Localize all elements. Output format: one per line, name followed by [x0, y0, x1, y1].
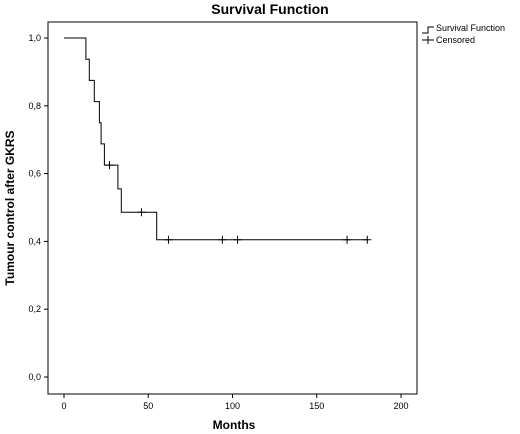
x-tick-label: 150 — [309, 401, 324, 411]
y-tick-label: 0,8 — [28, 101, 41, 111]
y-axis: 0,0 0,2 0,4 0,6 0,8 1,0 — [28, 33, 48, 382]
censored-marker — [218, 235, 227, 244]
x-tick-label: 50 — [143, 401, 153, 411]
x-tick-label: 0 — [61, 401, 66, 411]
y-tick-label: 1,0 — [28, 33, 41, 43]
y-tick-label: 0,6 — [28, 169, 41, 179]
x-axis-label: Months — [213, 418, 256, 432]
legend-label-survival-function: Survival Function — [436, 23, 505, 33]
y-tick-label: 0,2 — [28, 304, 41, 314]
censored-marker — [164, 235, 173, 244]
plot-area — [47, 21, 418, 395]
censored-marker — [233, 235, 242, 244]
x-tick-label: 200 — [393, 401, 408, 411]
x-axis: 0 50 100 150 200 — [61, 394, 409, 411]
censored-marker — [343, 235, 352, 244]
y-tick-label: 0,4 — [28, 236, 41, 246]
legend-step-symbol — [422, 26, 434, 34]
legend: Survival Function Censored — [422, 23, 505, 45]
legend-label-censored: Censored — [436, 35, 475, 45]
censored-marker — [137, 208, 146, 217]
legend-plus-symbol — [422, 36, 434, 44]
y-tick-label: 0,0 — [28, 372, 41, 382]
censored-marker — [363, 235, 372, 244]
survival-function-line — [64, 37, 368, 241]
x-tick-label: 100 — [225, 401, 240, 411]
y-axis-label: Tumour control after GKRS — [3, 130, 17, 285]
censored-marker — [105, 161, 114, 170]
chart-title: Survival Function — [211, 1, 328, 17]
series-layer — [64, 37, 372, 244]
